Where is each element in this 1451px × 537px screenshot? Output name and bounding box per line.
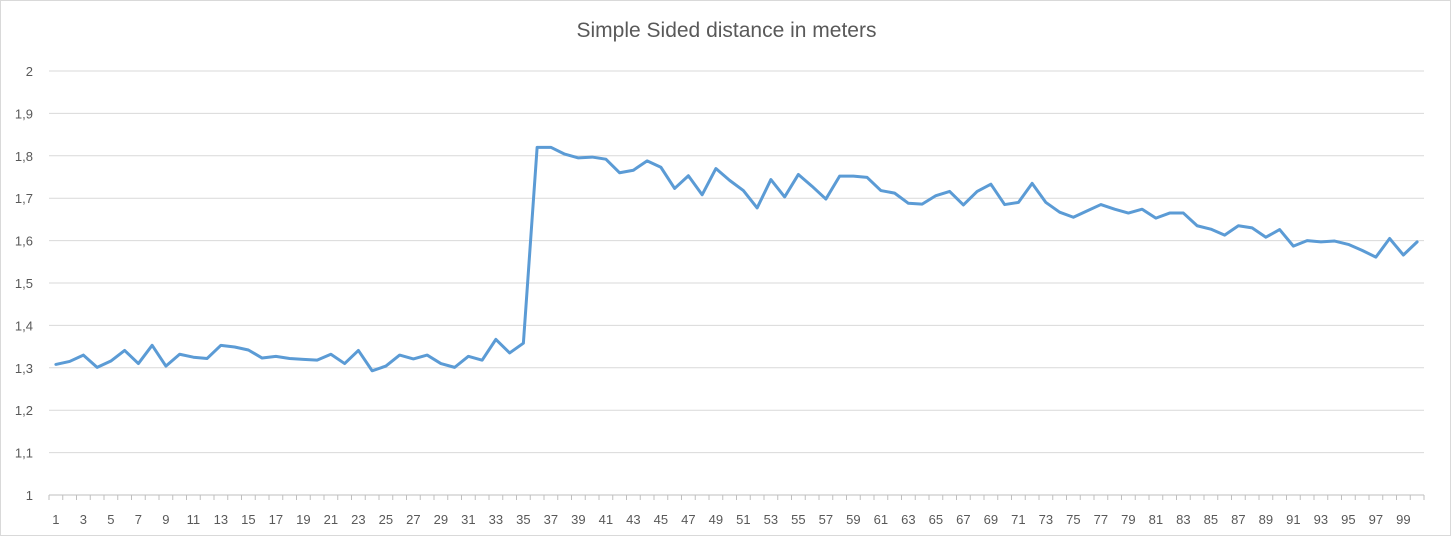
gridlines — [49, 70, 1424, 454]
x-tick-label: 7 — [135, 512, 142, 527]
x-tick-label: 43 — [626, 512, 640, 527]
x-axis: 1 3 5 7 9 11 13 15 17 19 21 23 25 27 29 31 33 35 37 39 41 43 4… — [48, 494, 1425, 527]
x-tick-label: 41 — [599, 512, 613, 527]
series-line — [54, 145, 1419, 373]
x-tick-label: 77 — [1094, 512, 1108, 527]
x-tick-label: 97 — [1369, 512, 1383, 527]
x-tick-label: 21 — [324, 512, 338, 527]
x-tick-label: 25 — [379, 512, 393, 527]
x-tick-label: 33 — [489, 512, 503, 527]
y-tick-label: 1,6 — [15, 234, 33, 249]
x-tick-label: 57 — [819, 512, 833, 527]
y-tick-label: 1,2 — [15, 403, 33, 418]
x-tick-label: 5 — [107, 512, 114, 527]
y-tick-label: 1,7 — [15, 191, 33, 206]
y-tick-label: 1,9 — [15, 106, 33, 121]
x-tick-label: 93 — [1314, 512, 1328, 527]
x-tick-label: 19 — [296, 512, 310, 527]
x-tick-label: 75 — [1066, 512, 1080, 527]
x-tick-label: 83 — [1176, 512, 1190, 527]
y-tick-label: 1,3 — [15, 361, 33, 376]
x-tick-label: 95 — [1341, 512, 1355, 527]
x-tick-label: 23 — [351, 512, 365, 527]
x-tick-label: 29 — [434, 512, 448, 527]
x-tick-label: 27 — [406, 512, 420, 527]
x-tick-label: 15 — [241, 512, 255, 527]
x-tick-label: 13 — [214, 512, 228, 527]
x-tick-label: 55 — [791, 512, 805, 527]
x-tick-label: 11 — [187, 512, 201, 527]
y-axis: 1 1,1 1,2 1,3 1,4 1,5 1,6 1,7 1,8 1,9 2 — [15, 64, 33, 503]
x-tick-label: 89 — [1259, 512, 1273, 527]
chart-title: Simple Sided distance in meters — [576, 19, 877, 42]
x-tick-label: 37 — [544, 512, 558, 527]
x-tick-label: 59 — [846, 512, 860, 527]
x-tick-label: 47 — [681, 512, 695, 527]
x-tick-label: 53 — [764, 512, 778, 527]
y-tick-label: 2 — [26, 64, 33, 79]
x-tick-label: 71 — [1011, 512, 1025, 527]
y-tick-label: 1,8 — [15, 149, 33, 164]
x-tick-label: 91 — [1286, 512, 1300, 527]
x-tick-label: 63 — [901, 512, 915, 527]
x-tick-label: 39 — [571, 512, 585, 527]
x-tick-label: 49 — [709, 512, 723, 527]
x-tick-label: 35 — [516, 512, 530, 527]
x-tick-label: 99 — [1396, 512, 1410, 527]
x-tick-label: 85 — [1204, 512, 1218, 527]
x-tick-label: 81 — [1149, 512, 1163, 527]
y-tick-label: 1,4 — [15, 318, 33, 333]
x-tick-label: 69 — [984, 512, 998, 527]
y-tick-label: 1 — [26, 488, 33, 503]
x-tick-label: 79 — [1121, 512, 1135, 527]
x-tick-label: 87 — [1231, 512, 1245, 527]
x-tick-label: 61 — [874, 512, 888, 527]
x-tick-label: 51 — [736, 512, 750, 527]
x-tick-label: 45 — [654, 512, 668, 527]
x-tick-label: 17 — [269, 512, 283, 527]
x-tick-label: 9 — [162, 512, 169, 527]
series-layer — [54, 145, 1419, 373]
x-tick-label: 65 — [929, 512, 943, 527]
x-tick-label: 1 — [52, 512, 59, 527]
x-tick-label: 67 — [956, 512, 970, 527]
x-tick-label: 3 — [80, 512, 87, 527]
y-tick-label: 1,5 — [15, 276, 33, 291]
y-tick-label: 1,1 — [15, 446, 33, 461]
x-tick-label: 73 — [1039, 512, 1053, 527]
x-tick-label: 31 — [461, 512, 475, 527]
